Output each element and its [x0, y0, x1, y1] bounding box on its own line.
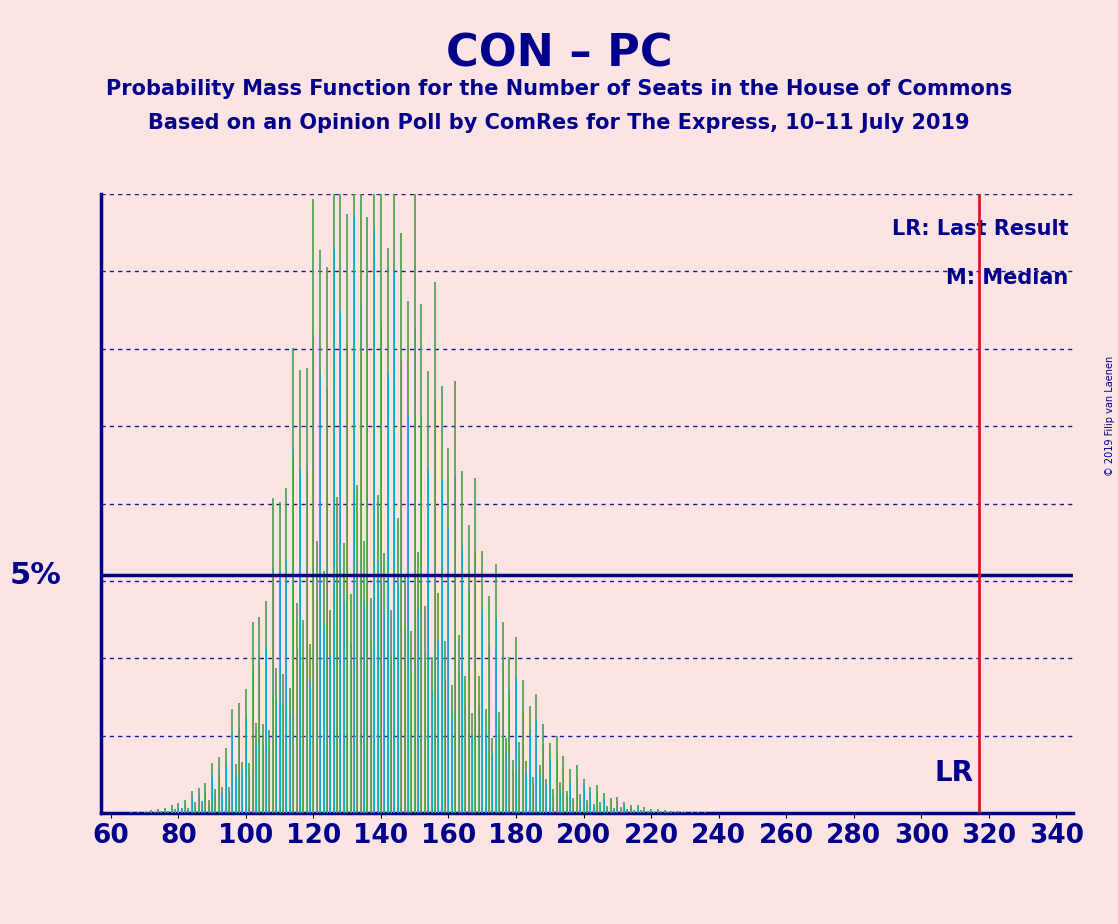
Text: Probability Mass Function for the Number of Seats in the House of Commons: Probability Mass Function for the Number… — [106, 79, 1012, 99]
Text: LR: LR — [935, 759, 974, 787]
Text: CON – PC: CON – PC — [446, 32, 672, 76]
Text: Based on an Opinion Poll by ComRes for The Express, 10–11 July 2019: Based on an Opinion Poll by ComRes for T… — [149, 113, 969, 133]
Text: © 2019 Filip van Laenen: © 2019 Filip van Laenen — [1106, 356, 1115, 476]
Text: M: Median: M: Median — [946, 268, 1069, 288]
Text: 5%: 5% — [10, 561, 61, 590]
Text: LR: Last Result: LR: Last Result — [892, 219, 1069, 238]
